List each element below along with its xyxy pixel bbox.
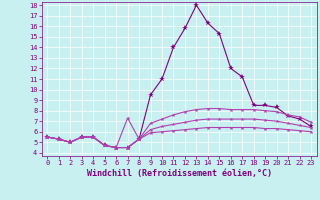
- X-axis label: Windchill (Refroidissement éolien,°C): Windchill (Refroidissement éolien,°C): [87, 169, 272, 178]
